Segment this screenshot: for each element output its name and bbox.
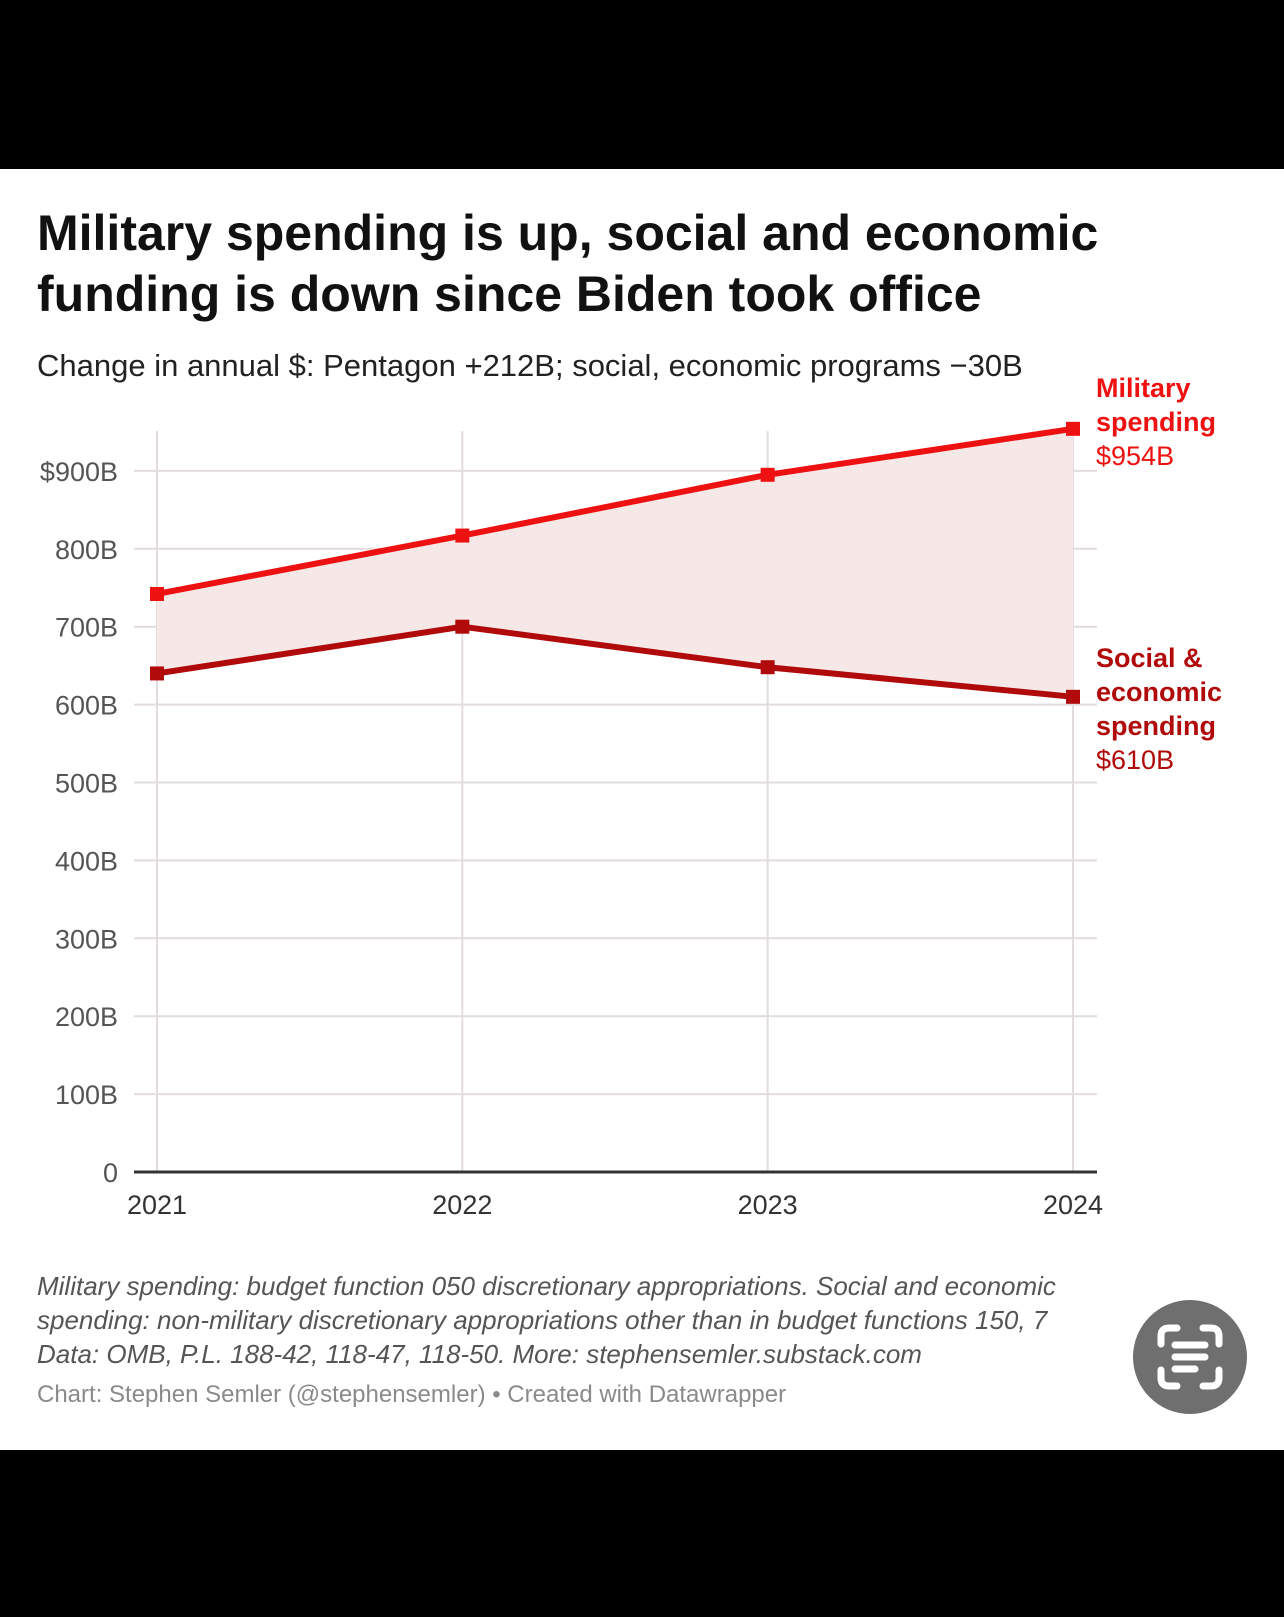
series-label: spending bbox=[1096, 711, 1216, 741]
chart-card: Military spending is up, social and econ… bbox=[0, 169, 1284, 1450]
series-end-value: $954B bbox=[1096, 441, 1174, 471]
y-tick-label: 0 bbox=[103, 1158, 118, 1188]
y-tick-label: 700B bbox=[55, 613, 118, 643]
note-line-1: Military spending: budget function 050 d… bbox=[37, 1271, 1056, 1301]
data-point-marker bbox=[1066, 689, 1080, 704]
gap-fill-area bbox=[157, 428, 1073, 697]
y-tick-label: 800B bbox=[55, 535, 118, 565]
x-tick-label: 2021 bbox=[127, 1190, 187, 1220]
y-tick-label: $900B bbox=[40, 457, 118, 487]
line-layer bbox=[150, 421, 1080, 704]
visual-lookup-button[interactable] bbox=[1133, 1300, 1247, 1414]
x-tick-label: 2022 bbox=[432, 1190, 492, 1220]
note-line-2: spending: non-military discretionary app… bbox=[37, 1305, 1048, 1335]
y-tick-label: 600B bbox=[55, 691, 118, 721]
series-line bbox=[156, 623, 1074, 700]
series-end-value: $610B bbox=[1096, 745, 1174, 775]
area-layer bbox=[157, 428, 1073, 697]
data-point-marker bbox=[150, 666, 164, 681]
grid-layer bbox=[134, 431, 1097, 1174]
series-label: Social & bbox=[1096, 643, 1203, 673]
data-point-marker bbox=[760, 467, 775, 482]
visual-lookup-icon bbox=[1157, 1324, 1223, 1390]
chart-subtitle: Change in annual $: Pentagon +212B; soci… bbox=[37, 348, 1023, 383]
chart-notes: Military spending: budget function 050 d… bbox=[37, 1269, 1237, 1371]
note-line-3: Data: OMB, P.L. 188-42, 118-47, 118-50. … bbox=[37, 1339, 922, 1369]
chart-byline: Chart: Stephen Semler (@stephensemler) •… bbox=[37, 1381, 787, 1408]
y-tick-label: 200B bbox=[55, 1002, 118, 1032]
series-label: Military bbox=[1096, 373, 1191, 403]
data-point-marker bbox=[150, 586, 164, 601]
label-layer: 0 100B 200B 300B 400B 500B 600B 700B 800B $900B 20… bbox=[40, 373, 1222, 1220]
series-line bbox=[156, 425, 1074, 597]
data-point-marker bbox=[455, 619, 470, 634]
y-tick-label: 100B bbox=[55, 1080, 118, 1110]
y-tick-label: 400B bbox=[55, 846, 118, 876]
series-label: economic bbox=[1096, 677, 1222, 707]
y-tick-label: 300B bbox=[55, 924, 118, 954]
chart-title: Military spending is up, social and econ… bbox=[37, 205, 1099, 322]
x-tick-label: 2023 bbox=[738, 1190, 798, 1220]
series-label: spending bbox=[1096, 407, 1216, 437]
line-chart: 0 100B 200B 300B 400B 500B 600B 700B 800B $900B 20… bbox=[40, 373, 1222, 1220]
data-point-marker bbox=[455, 528, 470, 543]
data-point-marker bbox=[1066, 421, 1080, 436]
x-tick-label: 2024 bbox=[1043, 1190, 1103, 1220]
data-point-marker bbox=[760, 660, 775, 675]
y-tick-label: 500B bbox=[55, 769, 118, 799]
